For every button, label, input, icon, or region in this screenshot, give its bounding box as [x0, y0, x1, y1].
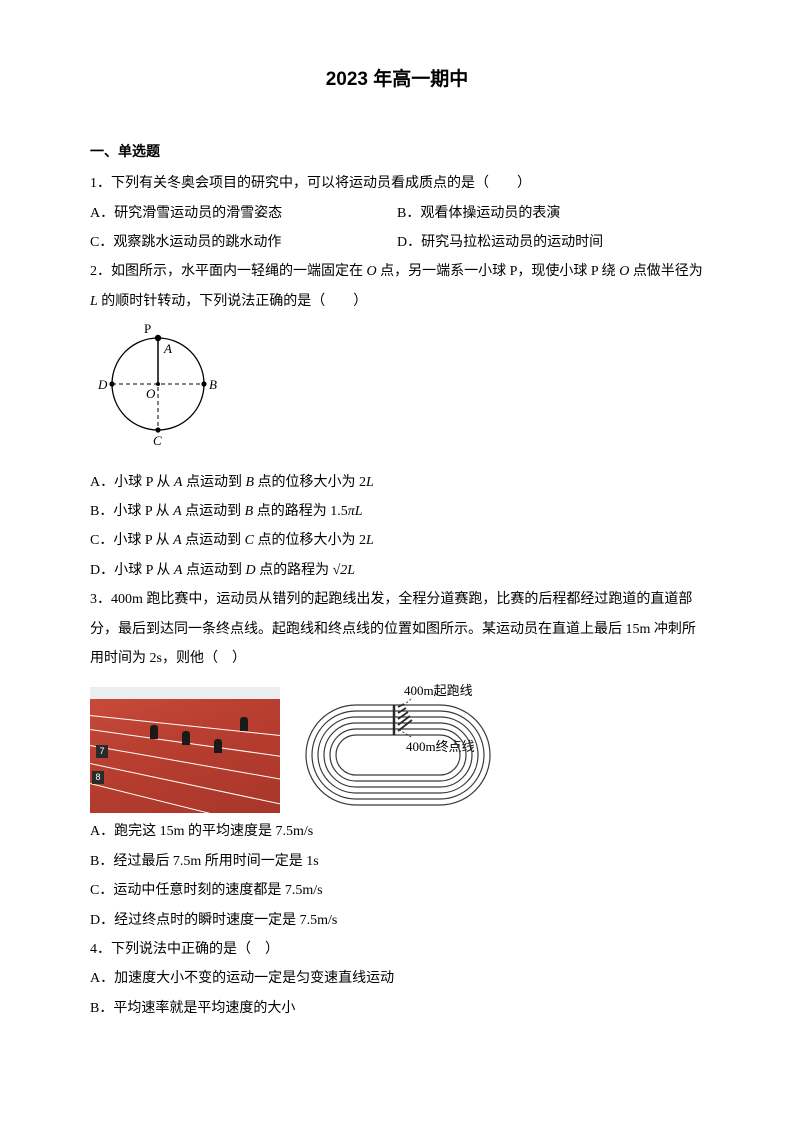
q2c-3: 点的位移大小为 2 [254, 533, 366, 548]
runner-icon [182, 731, 190, 745]
q3-opt-b: B．经过最后 7.5m 所用时间一定是 1s [90, 847, 704, 876]
q1-options-row1: A．研究滑雪运动员的滑雪姿态 B．观看体操运动员的表演 [90, 199, 704, 228]
q2d-1: D．小球 P 从 [90, 563, 174, 578]
q2a-2: 点运动到 [182, 475, 245, 490]
q1-opt-b: B．观看体操运动员的表演 [397, 199, 704, 228]
q2-opt-a: A．小球 P 从 A 点运动到 B 点的位移大小为 2L [90, 468, 704, 497]
q2-opt-d: D．小球 P 从 A 点运动到 D 点的路程为 √2L [90, 556, 704, 585]
photo-sky [90, 687, 280, 699]
runner-icon [240, 717, 248, 731]
lbl-C: C [153, 433, 162, 448]
q3-opt-c: C．运动中任意时刻的速度都是 7.5m/s [90, 876, 704, 905]
lbl-A: A [163, 341, 172, 356]
q2b-1: B．小球 P 从 [90, 504, 173, 519]
lbl-D: D [97, 377, 108, 392]
q2c-A: A [173, 533, 182, 548]
q2-stem-b: 点，另一端系一小球 P，现使小球 P 绕 [377, 264, 620, 279]
q3-figures: 7 8 400m起跑线 400m终点线 [90, 679, 704, 813]
lane-num: 7 [96, 745, 108, 758]
q2-diagram: P A B C D O [90, 322, 704, 461]
q2a-1: A．小球 P 从 [90, 475, 174, 490]
q2b-pi: π [348, 504, 355, 519]
lbl-O: O [146, 386, 156, 401]
track-diagram: 400m起跑线 400m终点线 [298, 679, 528, 813]
q2-stem-d: 的顺时针转动，下列说法正确的是（ ） [98, 294, 368, 309]
q2-L: L [90, 294, 98, 309]
q2a-B: B [245, 475, 254, 490]
q2-stem-a: 2．如图所示，水平面内一轻绳的一端固定在 [90, 264, 367, 279]
q2c-1: C．小球 P 从 [90, 533, 173, 548]
q2-opt-c: C．小球 P 从 A 点运动到 C 点的位移大小为 2L [90, 526, 704, 555]
q2a-L: L [366, 475, 374, 490]
q3-stem: 3．400m 跑比赛中，运动员从错列的起跑线出发，全程分道赛跑，比赛的后程都经过… [90, 585, 704, 673]
q4-stem: 4．下列说法中正确的是（ ） [90, 935, 704, 964]
q2d-L: L [347, 563, 355, 578]
circle-diagram-svg: P A B C D O [90, 322, 230, 450]
lbl-P: P [144, 322, 151, 336]
q2-O2: O [619, 264, 629, 279]
q2b-B: B [245, 504, 254, 519]
q2b-2: 点运动到 [182, 504, 245, 519]
runner-icon [214, 739, 222, 753]
q1-options-row2: C．观察跳水运动员的跳水动作 D．研究马拉松运动员的运动时间 [90, 228, 704, 257]
q2b-A: A [173, 504, 182, 519]
q2-opt-b: B．小球 P 从 A 点运动到 B 点的路程为 1.5πL [90, 497, 704, 526]
q4-opt-b: B．平均速率就是平均速度的大小 [90, 994, 704, 1023]
q1-opt-d: D．研究马拉松运动员的运动时间 [397, 228, 704, 257]
track-photo: 7 8 [90, 687, 280, 813]
q2d-sqrt: √2 [333, 563, 348, 578]
q2b-L: L [355, 504, 363, 519]
q1-stem: 1．下列有关冬奥会项目的研究中，可以将运动员看成质点的是（ ） [90, 169, 704, 198]
lbl-B: B [209, 377, 217, 392]
q2-stem: 2．如图所示，水平面内一轻绳的一端固定在 O 点，另一端系一小球 P，现使小球 … [90, 257, 704, 316]
q4-opt-a: A．加速度大小不变的运动一定是匀变速直线运动 [90, 964, 704, 993]
q1-opt-a: A．研究滑雪运动员的滑雪姿态 [90, 199, 397, 228]
page-title: 2023 年高一期中 [90, 60, 704, 100]
q2d-D: D [245, 563, 255, 578]
track-oval-svg [298, 697, 528, 813]
section-heading-1: 一、单选题 [90, 138, 704, 167]
runner-icon [150, 725, 158, 739]
q3-opt-d: D．经过终点时的瞬时速度一定是 7.5m/s [90, 906, 704, 935]
q2d-3: 点的路程为 [256, 563, 333, 578]
q2c-C: C [245, 533, 254, 548]
q2c-L: L [366, 533, 374, 548]
q1-opt-c: C．观察跳水运动员的跳水动作 [90, 228, 397, 257]
q3-opt-a: A．跑完这 15m 的平均速度是 7.5m/s [90, 817, 704, 846]
photo-track [90, 699, 280, 813]
q2-O1: O [367, 264, 377, 279]
q2c-2: 点运动到 [182, 533, 245, 548]
q2d-2: 点运动到 [182, 563, 245, 578]
q2-stem-c: 点做半径为 [629, 264, 703, 279]
lane-num: 8 [92, 771, 104, 784]
q2a-3: 点的位移大小为 2 [254, 475, 366, 490]
q2b-3: 点的路程为 1.5 [253, 504, 348, 519]
